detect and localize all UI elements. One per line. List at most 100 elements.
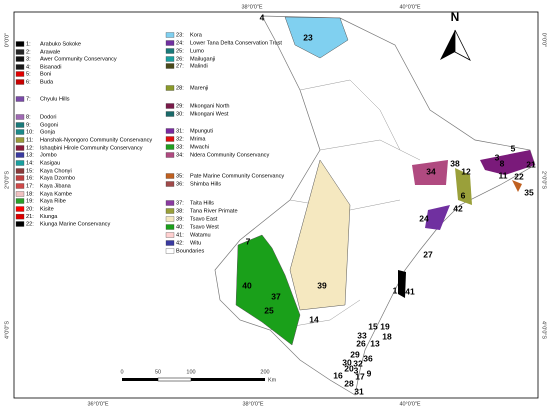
legend-name: Kaya Jibana <box>40 183 72 189</box>
map-label: 15 <box>368 321 378 331</box>
legend-name: Dodori <box>40 114 56 120</box>
map-label: 16 <box>333 370 343 380</box>
legend-id: 30: <box>176 111 184 117</box>
legend-id: 1: <box>26 41 31 47</box>
legend-id: 27: <box>176 63 184 69</box>
legend-name: Mwachi <box>190 144 209 150</box>
legend-swatch <box>15 145 25 151</box>
map-label: 20 <box>344 363 354 373</box>
map-label: 40 <box>242 280 252 290</box>
legend-swatch <box>165 152 175 158</box>
coord-bottom: 36°0'0"E <box>87 401 108 407</box>
legend-id: 9: <box>26 122 31 128</box>
map-label: 25 <box>264 305 274 315</box>
legend-id: 23: <box>176 32 184 38</box>
legend-swatch <box>15 56 25 62</box>
legend-id: 26: <box>176 56 184 62</box>
legend-id: 32: <box>176 136 184 142</box>
legend-name: Kora <box>190 32 203 38</box>
legend-name: Tana River Primate <box>190 208 238 214</box>
legend-name: Mkongani West <box>190 111 229 117</box>
coord-left: 0°0'0" <box>4 33 10 47</box>
legend-id: 40: <box>176 224 184 230</box>
map-label: 17 <box>355 371 365 381</box>
legend-id: 28: <box>176 85 184 91</box>
legend-swatch <box>165 144 175 150</box>
legend-name: Kaya Ribe <box>40 198 66 204</box>
area-tana-delta <box>425 205 450 230</box>
map-label: 24 <box>419 213 429 223</box>
map-label: 26 <box>356 338 366 348</box>
coord-right: 4°0'0"S <box>541 321 547 339</box>
legend-id: 41: <box>176 232 184 238</box>
legend-id: 21: <box>26 214 34 220</box>
legend-name: Gogoni <box>40 122 58 128</box>
map-label: 6 <box>461 190 466 200</box>
area-boni <box>480 150 535 175</box>
map-label: 18 <box>382 331 392 341</box>
coord-top: 40°0'0"E <box>399 4 420 10</box>
map-label: 23 <box>303 32 313 42</box>
legend-id: 34: <box>176 152 184 158</box>
legend-swatch <box>15 152 25 158</box>
map-label: 32 <box>353 358 363 368</box>
legend-swatch <box>15 198 25 204</box>
legend-swatch <box>15 191 25 197</box>
legend-swatch <box>165 32 175 38</box>
area-tana-primate <box>455 168 472 205</box>
legend-id: 17: <box>26 183 34 189</box>
legend: 1: Arabuko Sokoke 2: Arawale 3: Awer Communit… <box>15 32 284 254</box>
legend-id: 18: <box>26 191 34 197</box>
legend-id: 3: <box>26 56 31 62</box>
area-tsavo-east <box>289 159 351 311</box>
legend-swatch <box>165 224 175 230</box>
legend-swatch <box>165 208 175 214</box>
legend-name: Kiunga <box>40 214 58 220</box>
legend-swatch <box>165 181 175 187</box>
map-label: 38 <box>450 158 460 168</box>
legend-name: Kaya Chonyi <box>40 168 72 174</box>
legend-swatch <box>15 221 25 227</box>
legend-name: Kisite <box>40 206 54 212</box>
map-label: 36 <box>363 353 373 363</box>
legend-swatch <box>165 63 175 69</box>
legend-id: 15: <box>26 168 34 174</box>
legend-swatch <box>165 216 175 222</box>
coordinates: 38°0'0"E 40°0'0"E 36°0'0"E 38°0'0"E 40°0'0"E… <box>4 4 546 407</box>
legend-name: Lumo <box>190 48 204 54</box>
legend-name: Witu <box>190 240 201 246</box>
legend-swatch <box>165 56 175 62</box>
legend-swatch <box>15 71 25 77</box>
legend-swatch <box>165 240 175 246</box>
legend-swatch <box>15 122 25 128</box>
legend-name: Shimba Hills <box>190 181 221 187</box>
legend-swatch <box>165 232 175 238</box>
legend-swatch <box>165 200 175 206</box>
map-label: 9 <box>367 368 372 378</box>
legend-id: 14: <box>26 160 34 166</box>
map-label: 31 <box>354 386 364 396</box>
map-label: 19 <box>380 321 390 331</box>
legend-name: Gonja <box>40 129 56 135</box>
legend-id: 12: <box>26 145 34 151</box>
legend-swatch <box>165 48 175 54</box>
legend-swatch <box>15 79 25 85</box>
map-label: 12 <box>461 166 471 176</box>
legend-name: Boni <box>40 71 51 77</box>
legend-id: 25: <box>176 48 184 54</box>
map-label: 41 <box>405 286 415 296</box>
legend-id: 39: <box>176 216 184 222</box>
map-label: 3 <box>354 365 359 375</box>
legend-boundaries: Boundaries <box>176 248 205 254</box>
legend-id: 19: <box>26 198 34 204</box>
north-label: N <box>451 10 460 24</box>
legend-name: Tsavo West <box>190 224 219 230</box>
map-label: 42 <box>453 203 463 213</box>
coord-bottom: 40°0'0"E <box>399 401 420 407</box>
legend-name: Mkongani North <box>190 103 230 109</box>
coord-right: 0°0'0" <box>541 33 547 47</box>
legend-name: Arabuko Sokoke <box>40 41 81 47</box>
map-label: 14 <box>309 314 319 324</box>
legend-name: Ishaqbini Hirole Community Conservancy <box>40 145 143 151</box>
